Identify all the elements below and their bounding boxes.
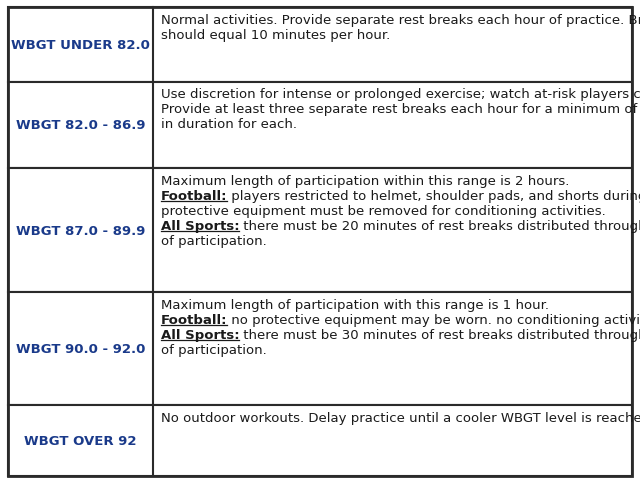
Text: of participation.: of participation.: [161, 343, 266, 356]
Bar: [8, 405, 632, 476]
Bar: [8, 169, 632, 293]
Text: should equal 10 minutes per hour.: should equal 10 minutes per hour.: [161, 29, 390, 42]
Text: WBGT 90.0 - 92.0: WBGT 90.0 - 92.0: [16, 342, 145, 355]
Text: protective equipment must be removed for conditioning activities.: protective equipment must be removed for…: [161, 204, 605, 217]
Text: WBGT UNDER 82.0: WBGT UNDER 82.0: [11, 39, 150, 52]
Bar: [8, 8, 632, 82]
Text: no protective equipment may be worn. no conditioning activities.: no protective equipment may be worn. no …: [227, 313, 640, 326]
Text: Normal activities. Provide separate rest breaks each hour of practice. Breaks: Normal activities. Provide separate rest…: [161, 14, 640, 27]
Text: All Sports:: All Sports:: [161, 219, 239, 232]
Bar: [8, 82, 632, 169]
Text: there must be 30 minutes of rest breaks distributed throughout the hour: there must be 30 minutes of rest breaks …: [239, 328, 640, 341]
Text: Maximum length of participation within this range is 2 hours.: Maximum length of participation within t…: [161, 175, 569, 187]
Text: All Sports:: All Sports:: [161, 328, 239, 341]
Text: players restricted to helmet, shoulder pads, and shorts during practice,: players restricted to helmet, shoulder p…: [227, 189, 640, 202]
Text: Football:: Football:: [161, 313, 227, 326]
Text: Maximum length of participation with this range is 1 hour.: Maximum length of participation with thi…: [161, 298, 548, 311]
Text: of participation.: of participation.: [161, 234, 266, 247]
Text: WBGT 82.0 - 86.9: WBGT 82.0 - 86.9: [15, 119, 145, 132]
Text: No outdoor workouts. Delay practice until a cooler WBGT level is reached.: No outdoor workouts. Delay practice unti…: [161, 410, 640, 424]
Text: Use discretion for intense or prolonged exercise; watch at-risk players carefull: Use discretion for intense or prolonged …: [161, 88, 640, 101]
Text: there must be 20 minutes of rest breaks distributed throughout the hour: there must be 20 minutes of rest breaks …: [239, 219, 640, 232]
Text: in duration for each.: in duration for each.: [161, 118, 297, 131]
Text: WBGT OVER 92: WBGT OVER 92: [24, 434, 136, 447]
Text: Football:: Football:: [161, 189, 227, 202]
Text: WBGT 87.0 - 89.9: WBGT 87.0 - 89.9: [16, 224, 145, 237]
Bar: [8, 293, 632, 405]
Text: Provide at least three separate rest breaks each hour for a minimum of 4 minutes: Provide at least three separate rest bre…: [161, 103, 640, 116]
